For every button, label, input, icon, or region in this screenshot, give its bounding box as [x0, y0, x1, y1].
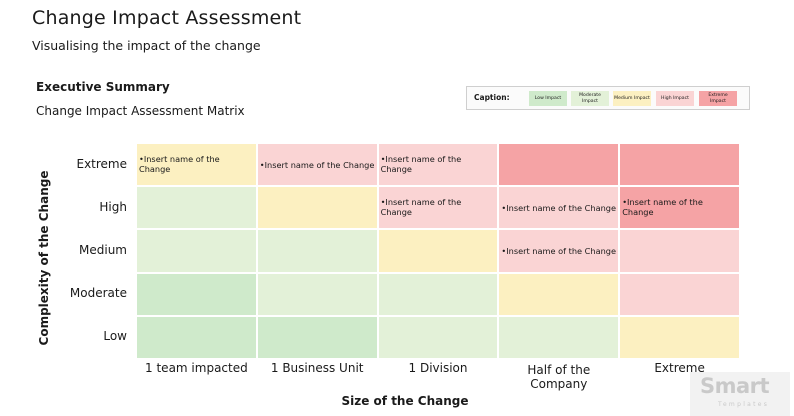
matrix-cell — [377, 229, 499, 273]
matrix-cell: •Insert name of the Change — [136, 143, 257, 187]
logo-wordmark: Smart — [700, 374, 770, 398]
matrix-cell — [619, 272, 740, 316]
matrix-cell: •Insert name of the Change — [377, 143, 499, 187]
change-name-text: •Insert name of the Change — [380, 154, 462, 174]
matrix-cell: •Insert name of the Change — [256, 143, 378, 187]
caption-title: Caption: — [474, 93, 510, 102]
caption-legend: Caption: Low Impact Moderate Impact Medi… — [466, 86, 750, 110]
smart-templates-logo: Smart Templates — [690, 372, 790, 416]
matrix-cell: •Insert name of the Change — [377, 186, 499, 230]
matrix-cell — [136, 272, 257, 316]
caption-chip-label: High Impact — [661, 95, 689, 101]
matrix-cell: •Insert name of the Change — [619, 186, 740, 230]
matrix-cell — [498, 272, 620, 316]
section-title: Executive Summary — [36, 80, 170, 94]
row-label: Extreme — [76, 156, 127, 171]
row-label: Medium — [79, 243, 127, 257]
matrix-cell — [498, 315, 620, 359]
matrix-cell — [377, 315, 499, 359]
column-label: Half of the Company — [527, 363, 591, 391]
y-axis-title: Complexity of the Change — [37, 170, 51, 346]
caption-chip-medium: Medium Impact — [613, 91, 651, 106]
change-name-text: •Insert name of the Change — [139, 154, 220, 174]
caption-chip-label: Moderate Impact — [579, 93, 601, 104]
change-name-text: •Insert name of the Change — [501, 202, 617, 213]
change-name-text: •Insert name of the Change — [622, 197, 703, 218]
logo-tagline: Templates — [718, 401, 770, 408]
matrix-cell — [136, 229, 257, 273]
row-label: Moderate — [69, 286, 127, 301]
matrix-cell — [619, 315, 740, 359]
matrix-cell — [498, 143, 620, 187]
matrix-cell — [136, 315, 257, 359]
column-label: Extreme — [654, 361, 705, 375]
change-name-text: •Insert name of the Change — [259, 159, 375, 170]
page-title: Change Impact Assessment — [32, 7, 302, 29]
caption-chip-extreme: Extreme Impact — [699, 91, 737, 106]
caption-chip-high: High Impact — [656, 91, 694, 106]
caption-chip-label: Extreme Impact — [708, 93, 728, 104]
row-label: High — [99, 199, 127, 214]
column-label: 1 Division — [408, 361, 468, 375]
matrix-cell — [256, 186, 378, 230]
matrix-cell — [619, 143, 740, 187]
impact-matrix: •Insert name of the Change •Insert name o… — [136, 143, 740, 359]
caption-chip-label: Low Impact — [534, 95, 562, 101]
matrix-cell — [619, 229, 740, 273]
caption-chip-moderate: Moderate Impact — [571, 91, 609, 106]
matrix-cell: •Insert name of the Change — [498, 186, 620, 230]
column-label: 1 Business Unit — [270, 361, 364, 375]
page-subtitle: Visualising the impact of the change — [32, 38, 261, 53]
x-axis-title: Size of the Change — [341, 394, 469, 408]
matrix-cell — [377, 272, 499, 316]
matrix-cell — [256, 272, 378, 316]
matrix-cell — [256, 229, 378, 273]
column-label: 1 team impacted — [145, 361, 248, 375]
change-name-text: •Insert name of the Change — [501, 245, 617, 256]
matrix-cell — [136, 186, 257, 230]
caption-chip-low: Low Impact — [529, 91, 567, 106]
caption-chip-label: Medium Impact — [614, 95, 650, 101]
section-subtitle: Change Impact Assessment Matrix — [36, 104, 245, 118]
row-label: Low — [103, 329, 127, 344]
change-name-text: •Insert name of the Change — [380, 197, 462, 218]
matrix-cell — [256, 315, 378, 359]
matrix-cell: •Insert name of the Change — [498, 229, 620, 273]
